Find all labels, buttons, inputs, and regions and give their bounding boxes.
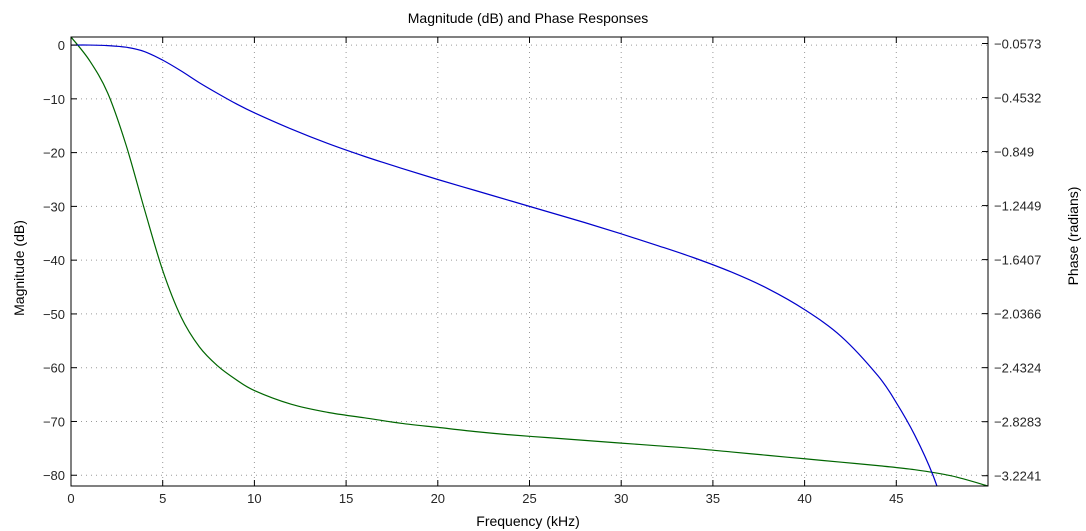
- grid: [71, 37, 988, 486]
- x-axis-title: Frequency (kHz): [476, 513, 579, 529]
- x-tick-label: 40: [797, 491, 811, 506]
- y-right-tick-label: −3.2241: [994, 469, 1041, 484]
- x-tick-label: 25: [522, 491, 536, 506]
- x-tick-label: 30: [614, 491, 628, 506]
- y-right-tick-label: −2.0366: [994, 307, 1041, 322]
- x-tick-label: 35: [706, 491, 720, 506]
- x-tick-label: 15: [339, 491, 353, 506]
- y-right-tick-label: −0.0573: [994, 36, 1041, 51]
- y-tick-label: −70: [43, 414, 65, 429]
- y-right-axis-title: Phase (radians): [1065, 187, 1081, 286]
- magnitude-series-line: [71, 44, 938, 486]
- y-right-tick-label: −0.4532: [994, 91, 1041, 106]
- x-tick-label: 10: [247, 491, 261, 506]
- chart-title: Magnitude (dB) and Phase Responses: [408, 10, 648, 26]
- y-right-tick-label: −2.8283: [994, 415, 1041, 430]
- y-right-tick-label: −1.6407: [994, 253, 1041, 268]
- y-right-tick-label: −1.2449: [994, 199, 1041, 214]
- y-tick-label: −40: [43, 253, 65, 268]
- y-right-tick-label: −2.4324: [994, 361, 1041, 376]
- y-tick-label: −60: [43, 361, 65, 376]
- y-tick-label: −50: [43, 307, 65, 322]
- phase-series-line: [71, 37, 988, 486]
- y-tick-label: 0: [58, 38, 65, 53]
- y-right-tick-label: −0.849: [994, 145, 1034, 160]
- y-tick-label: −10: [43, 92, 65, 107]
- x-tick-label: 20: [431, 491, 445, 506]
- x-tick-label: 45: [889, 491, 903, 506]
- ticks: 0 5 10 15 20 25 30 35 40 45 0 −10 −20 −30 −40 −50 −60 −70…: [43, 36, 1041, 506]
- y-tick-label: −80: [43, 468, 65, 483]
- y-tick-label: −30: [43, 199, 65, 214]
- series-layer: [71, 37, 988, 486]
- y-axis-title: Magnitude (dB): [11, 220, 27, 316]
- y-tick-label: −20: [43, 146, 65, 161]
- plot-frame: [70, 36, 989, 487]
- x-tick-label: 0: [67, 491, 74, 506]
- x-tick-label: 5: [159, 491, 166, 506]
